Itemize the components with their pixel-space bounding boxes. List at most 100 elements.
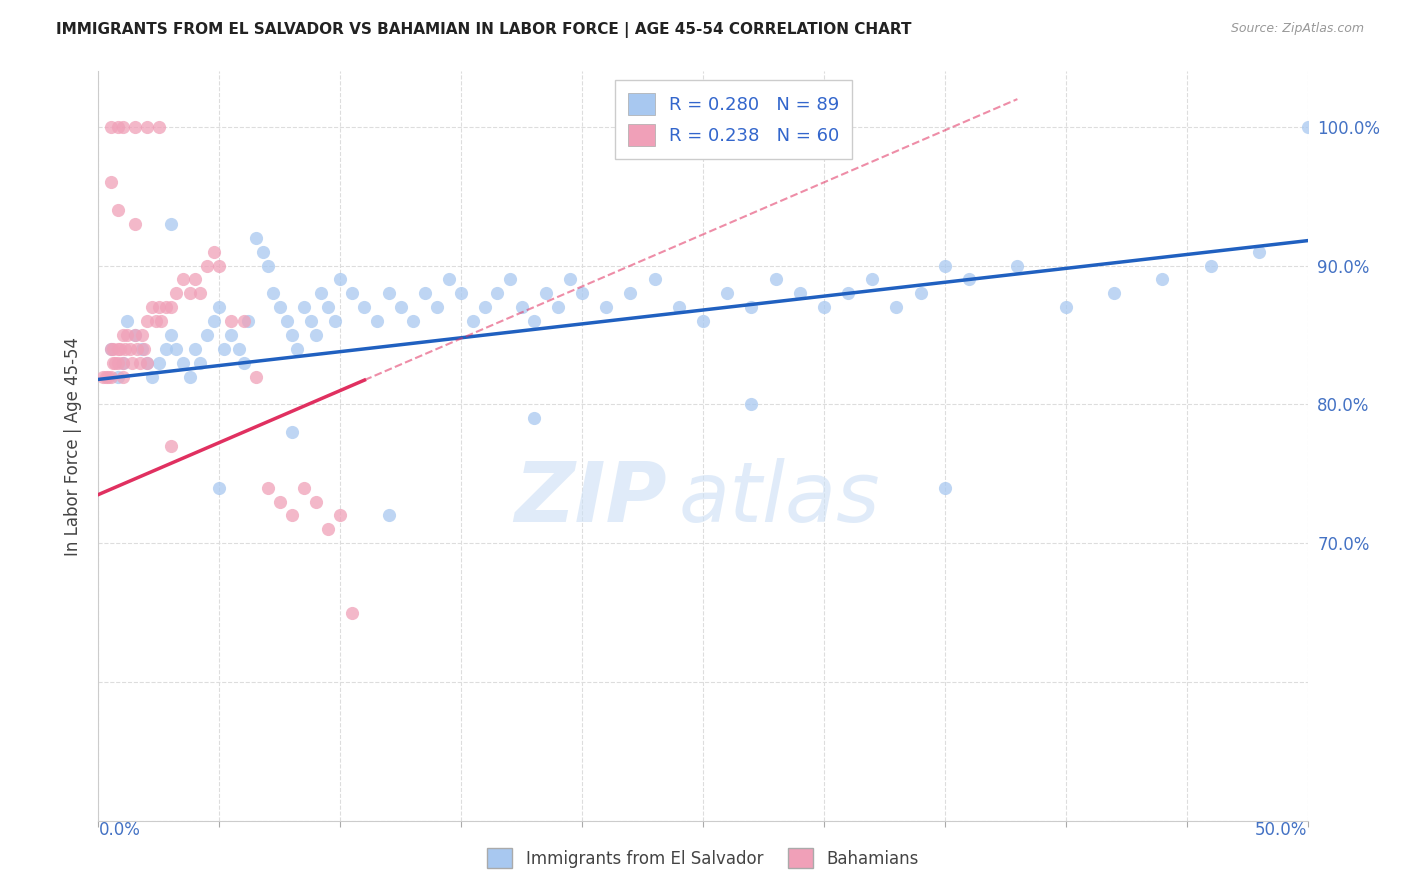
Point	[128, 356, 150, 370]
Point	[316, 522, 339, 536]
Point	[269, 300, 291, 314]
Legend: Immigrants from El Salvador, Bahamians: Immigrants from El Salvador, Bahamians	[479, 839, 927, 877]
Point	[204, 314, 226, 328]
Point	[269, 494, 291, 508]
Point	[232, 356, 254, 370]
Point	[100, 175, 122, 189]
Point	[281, 328, 304, 343]
Point	[299, 314, 322, 328]
Point	[305, 494, 328, 508]
Point	[100, 342, 122, 356]
Point	[232, 314, 254, 328]
Point	[107, 356, 129, 370]
Point	[100, 120, 122, 134]
Point	[160, 439, 183, 453]
Point	[262, 286, 284, 301]
Point	[668, 300, 690, 314]
Point	[111, 120, 134, 134]
Point	[172, 356, 194, 370]
Point	[252, 244, 274, 259]
Point	[692, 314, 714, 328]
Point	[765, 272, 787, 286]
Point	[134, 342, 156, 356]
Point	[160, 328, 183, 343]
Point	[510, 300, 533, 314]
Point	[316, 300, 339, 314]
Point	[228, 342, 250, 356]
Point	[135, 356, 157, 370]
Point	[184, 342, 207, 356]
Point	[1102, 286, 1125, 301]
Point	[124, 328, 146, 343]
Point	[107, 203, 129, 218]
Legend: R = 0.280   N = 89, R = 0.238   N = 60: R = 0.280 N = 89, R = 0.238 N = 60	[616, 80, 852, 159]
Point	[389, 300, 412, 314]
Point	[101, 356, 124, 370]
Point	[292, 481, 315, 495]
Point	[329, 508, 352, 523]
Point	[1007, 259, 1029, 273]
Point	[740, 397, 762, 411]
Point	[474, 300, 496, 314]
Point	[276, 314, 298, 328]
Point	[860, 272, 883, 286]
Point	[165, 286, 187, 301]
Point	[534, 286, 557, 301]
Point	[135, 356, 157, 370]
Point	[716, 286, 738, 301]
Point	[1296, 120, 1319, 134]
Point	[160, 217, 183, 231]
Point	[155, 300, 177, 314]
Point	[402, 314, 425, 328]
Point	[188, 286, 211, 301]
Point	[111, 328, 134, 343]
Point	[450, 286, 472, 301]
Point	[523, 314, 546, 328]
Point	[619, 286, 641, 301]
Text: IMMIGRANTS FROM EL SALVADOR VS BAHAMIAN IN LABOR FORCE | AGE 45-54 CORRELATION C: IMMIGRANTS FROM EL SALVADOR VS BAHAMIAN …	[56, 22, 911, 38]
Point	[208, 300, 231, 314]
Point	[101, 342, 124, 356]
Point	[292, 300, 315, 314]
Point	[127, 342, 149, 356]
Point	[135, 120, 157, 134]
Point	[523, 411, 546, 425]
Point	[94, 369, 117, 384]
Point	[179, 286, 201, 301]
Point	[160, 300, 183, 314]
Point	[104, 356, 127, 370]
Point	[111, 369, 134, 384]
Point	[463, 314, 485, 328]
Point	[165, 342, 187, 356]
Point	[114, 342, 136, 356]
Point	[124, 217, 146, 231]
Y-axis label: In Labor Force | Age 45-54: In Labor Force | Age 45-54	[65, 336, 83, 556]
Point	[342, 606, 364, 620]
Point	[118, 342, 141, 356]
Point	[486, 286, 509, 301]
Point	[377, 286, 399, 301]
Point	[256, 481, 278, 495]
Point	[208, 259, 231, 273]
Point	[117, 314, 139, 328]
Point	[571, 286, 593, 301]
Point	[212, 342, 235, 356]
Point	[245, 369, 267, 384]
Point	[437, 272, 460, 286]
Point	[245, 231, 267, 245]
Point	[281, 508, 304, 523]
Point	[148, 356, 170, 370]
Point	[377, 508, 399, 523]
Point	[188, 356, 211, 370]
Point	[837, 286, 859, 301]
Point	[195, 259, 218, 273]
Point	[957, 272, 980, 286]
Point	[1199, 259, 1222, 273]
Point	[558, 272, 581, 286]
Point	[498, 272, 520, 286]
Point	[285, 342, 308, 356]
Point	[426, 300, 449, 314]
Point	[934, 481, 956, 495]
Point	[195, 328, 218, 343]
Point	[221, 328, 243, 343]
